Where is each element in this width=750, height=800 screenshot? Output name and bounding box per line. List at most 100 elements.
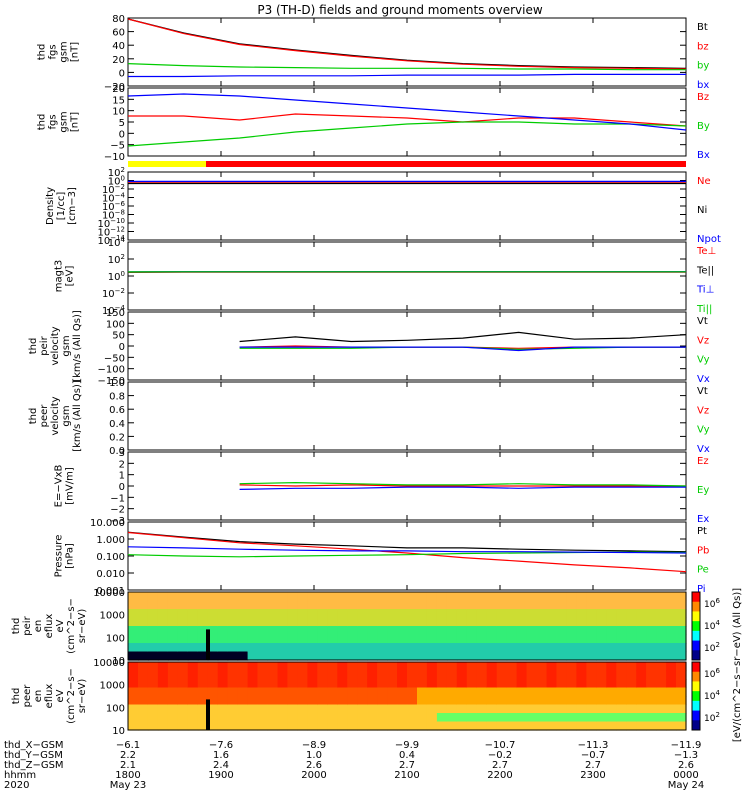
spec-cell: [436, 626, 448, 636]
spec-cell: [596, 634, 607, 644]
spec-cell: [436, 651, 448, 661]
spec-cell: [257, 721, 269, 731]
spec-cell: [596, 670, 607, 680]
spec-cell: [138, 704, 149, 714]
spec-cell: [436, 609, 448, 619]
spec-cell: [676, 643, 687, 653]
spec-cell: [367, 679, 378, 689]
spec-cell: [426, 721, 438, 731]
spec-cell: [526, 679, 538, 689]
spec-cell: [426, 670, 438, 680]
spec-cell: [347, 617, 358, 627]
spec-cell: [257, 617, 269, 627]
spec-cell: [446, 679, 458, 689]
spec-cell: [407, 609, 418, 619]
ylabel: E=−VxB[mV/m]: [54, 465, 76, 508]
spec-cell: [426, 696, 438, 706]
legend-Te⊥: Te⊥: [696, 246, 716, 257]
series-Vt: [239, 331, 687, 343]
spec-cell: [167, 634, 179, 644]
spec-cell: [197, 626, 209, 636]
spec-cell: [317, 662, 328, 672]
ytick-label: −10: [104, 152, 125, 163]
spec-cell: [516, 687, 528, 697]
spec-cell: [666, 662, 677, 672]
spec-cell: [466, 704, 478, 714]
spec-cell: [566, 592, 577, 602]
ylabel-line: thd: [11, 688, 22, 705]
spec-cell: [167, 704, 179, 714]
spec-cell: [526, 609, 538, 619]
spec-cell: [337, 634, 348, 644]
spec-cell: [177, 713, 189, 723]
spec-cell: [576, 679, 587, 689]
spec-cell: [207, 670, 219, 680]
ytick-label: 0: [119, 482, 125, 493]
spec-cell: [128, 643, 139, 653]
ytick-label: 0.8: [109, 392, 125, 403]
spec-cell: [586, 721, 597, 731]
spec-cell: [157, 687, 169, 697]
spec-cell: [197, 704, 209, 714]
ylabel: thdpeirenefluxeV(cm^2−s−sr−eV): [11, 598, 88, 654]
spec-cell: [436, 634, 448, 644]
spec-cell: [676, 687, 687, 697]
spec-cell: [446, 626, 458, 636]
ytick-label: 0: [119, 129, 125, 140]
spec-cell: [536, 662, 548, 672]
ytick-label: 0.100: [96, 552, 125, 563]
spec-cell: [546, 721, 558, 731]
spec-cell: [536, 704, 548, 714]
spec-cell: [187, 679, 199, 689]
spec-cell: [417, 651, 428, 661]
ylabel-line: sr−eV): [77, 609, 88, 644]
spec-cell: [147, 600, 159, 610]
spec-cell: [596, 713, 607, 723]
ytick-label: 150: [106, 308, 125, 319]
ytick-label: 100: [108, 175, 125, 188]
spec-cell: [596, 721, 607, 731]
spec-cell: [666, 643, 677, 653]
ytick-label: 1.0: [109, 378, 125, 389]
xaxis-value: 2.7: [399, 760, 415, 771]
spec-cell: [287, 696, 298, 706]
spec-cell: [157, 696, 169, 706]
spec-cell: [656, 670, 667, 680]
spec-cell: [277, 696, 289, 706]
spec-cell: [596, 662, 607, 672]
spec-cell: [666, 626, 677, 636]
ylabel-line: velocity: [50, 396, 61, 435]
spec-cell: [476, 662, 488, 672]
ylabel-line: thd: [11, 618, 22, 635]
spec-cell: [347, 687, 358, 697]
spec-cell: [676, 592, 687, 602]
spec-cell: [297, 626, 308, 636]
spec-cell: [207, 600, 219, 610]
spec-cell: [327, 721, 338, 731]
spec-cell: [357, 609, 368, 619]
spec-cell: [207, 592, 219, 602]
spec-cell: [397, 696, 408, 706]
spec-cell: [446, 600, 458, 610]
spec-cell: [347, 643, 358, 653]
spec-cell: [147, 643, 159, 653]
spec-cell: [197, 617, 209, 627]
spec-cell: [207, 696, 219, 706]
spec-cell: [556, 617, 568, 627]
spec-cell: [626, 617, 637, 627]
colorbar-segment: [692, 662, 700, 673]
spec-cell: [666, 679, 677, 689]
ytick-label: 10: [112, 656, 125, 667]
spec-cell: [476, 713, 488, 723]
spec-cell: [397, 643, 408, 653]
spec-cell: [317, 687, 328, 697]
spec-cell: [327, 713, 338, 723]
ytick-label: 104: [108, 236, 126, 249]
spec-cell: [237, 634, 249, 644]
spec-cell: [337, 626, 348, 636]
spec-cell: [417, 592, 428, 602]
spec-cell: [546, 704, 558, 714]
spec-cell: [317, 670, 328, 680]
spec-cell: [546, 670, 558, 680]
colorbar-segment: [692, 681, 700, 692]
